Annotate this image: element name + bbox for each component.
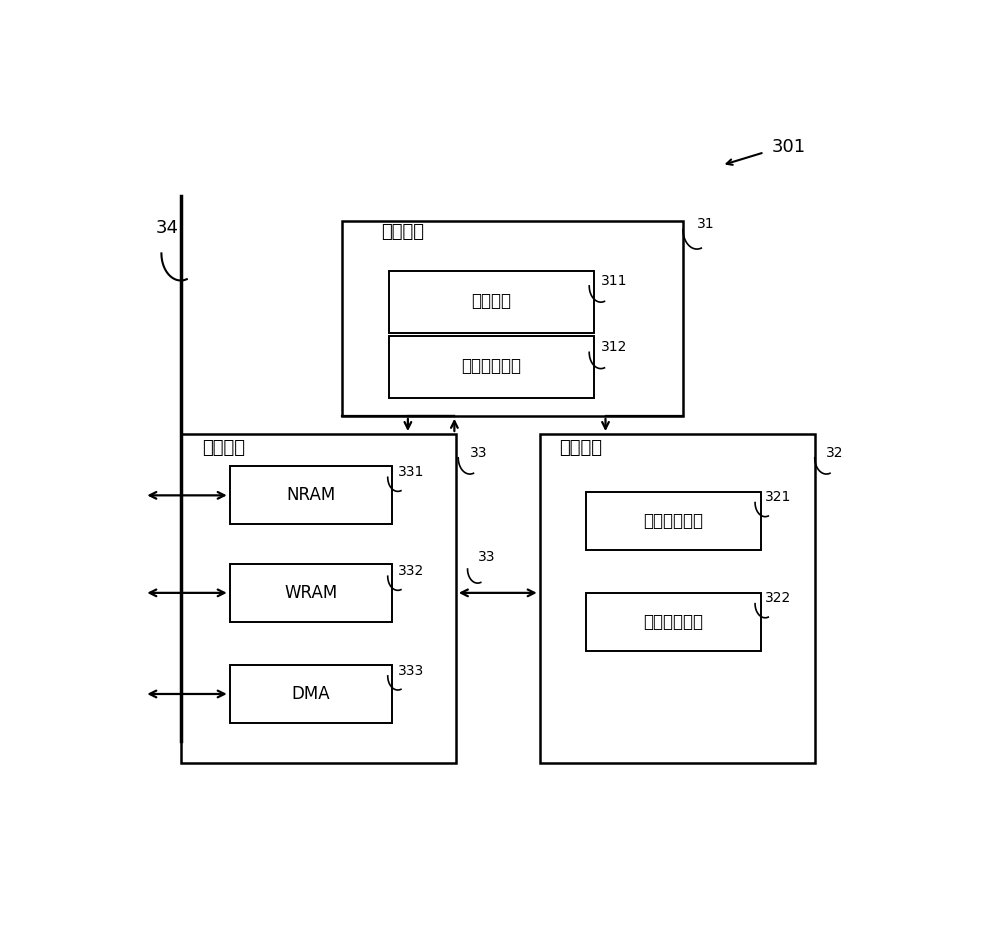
Bar: [230, 466, 392, 524]
Text: 322: 322: [765, 592, 791, 605]
Text: 31: 31: [697, 217, 715, 231]
Text: 33: 33: [478, 550, 495, 564]
Bar: [181, 434, 456, 763]
Bar: [586, 492, 761, 550]
Text: NRAM: NRAM: [286, 487, 336, 505]
Text: 取指单元: 取指单元: [471, 292, 511, 310]
Text: 33: 33: [470, 446, 487, 461]
Bar: [230, 665, 392, 723]
Text: DMA: DMA: [292, 685, 330, 703]
Text: 32: 32: [826, 446, 844, 461]
Bar: [388, 337, 594, 398]
Bar: [342, 221, 683, 416]
Text: WRAM: WRAM: [284, 583, 338, 602]
Text: 301: 301: [772, 138, 806, 157]
Text: 312: 312: [601, 340, 627, 354]
Text: 332: 332: [398, 564, 424, 578]
Text: 控制模块: 控制模块: [381, 222, 424, 241]
Text: 向量运算单元: 向量运算单元: [643, 511, 703, 530]
Text: 存储模块: 存储模块: [202, 439, 246, 458]
Text: 321: 321: [765, 491, 792, 505]
Text: 运算模块: 运算模块: [559, 439, 602, 458]
Bar: [230, 564, 392, 622]
Text: 311: 311: [601, 274, 627, 288]
Bar: [586, 593, 761, 651]
Text: 指令译码单元: 指令译码单元: [461, 357, 521, 375]
Bar: [388, 271, 594, 333]
Text: 34: 34: [156, 219, 179, 237]
Text: 333: 333: [398, 664, 424, 677]
Text: 矩阵运算单元: 矩阵运算单元: [643, 613, 703, 630]
Text: 331: 331: [398, 465, 424, 479]
Bar: [540, 434, 815, 763]
